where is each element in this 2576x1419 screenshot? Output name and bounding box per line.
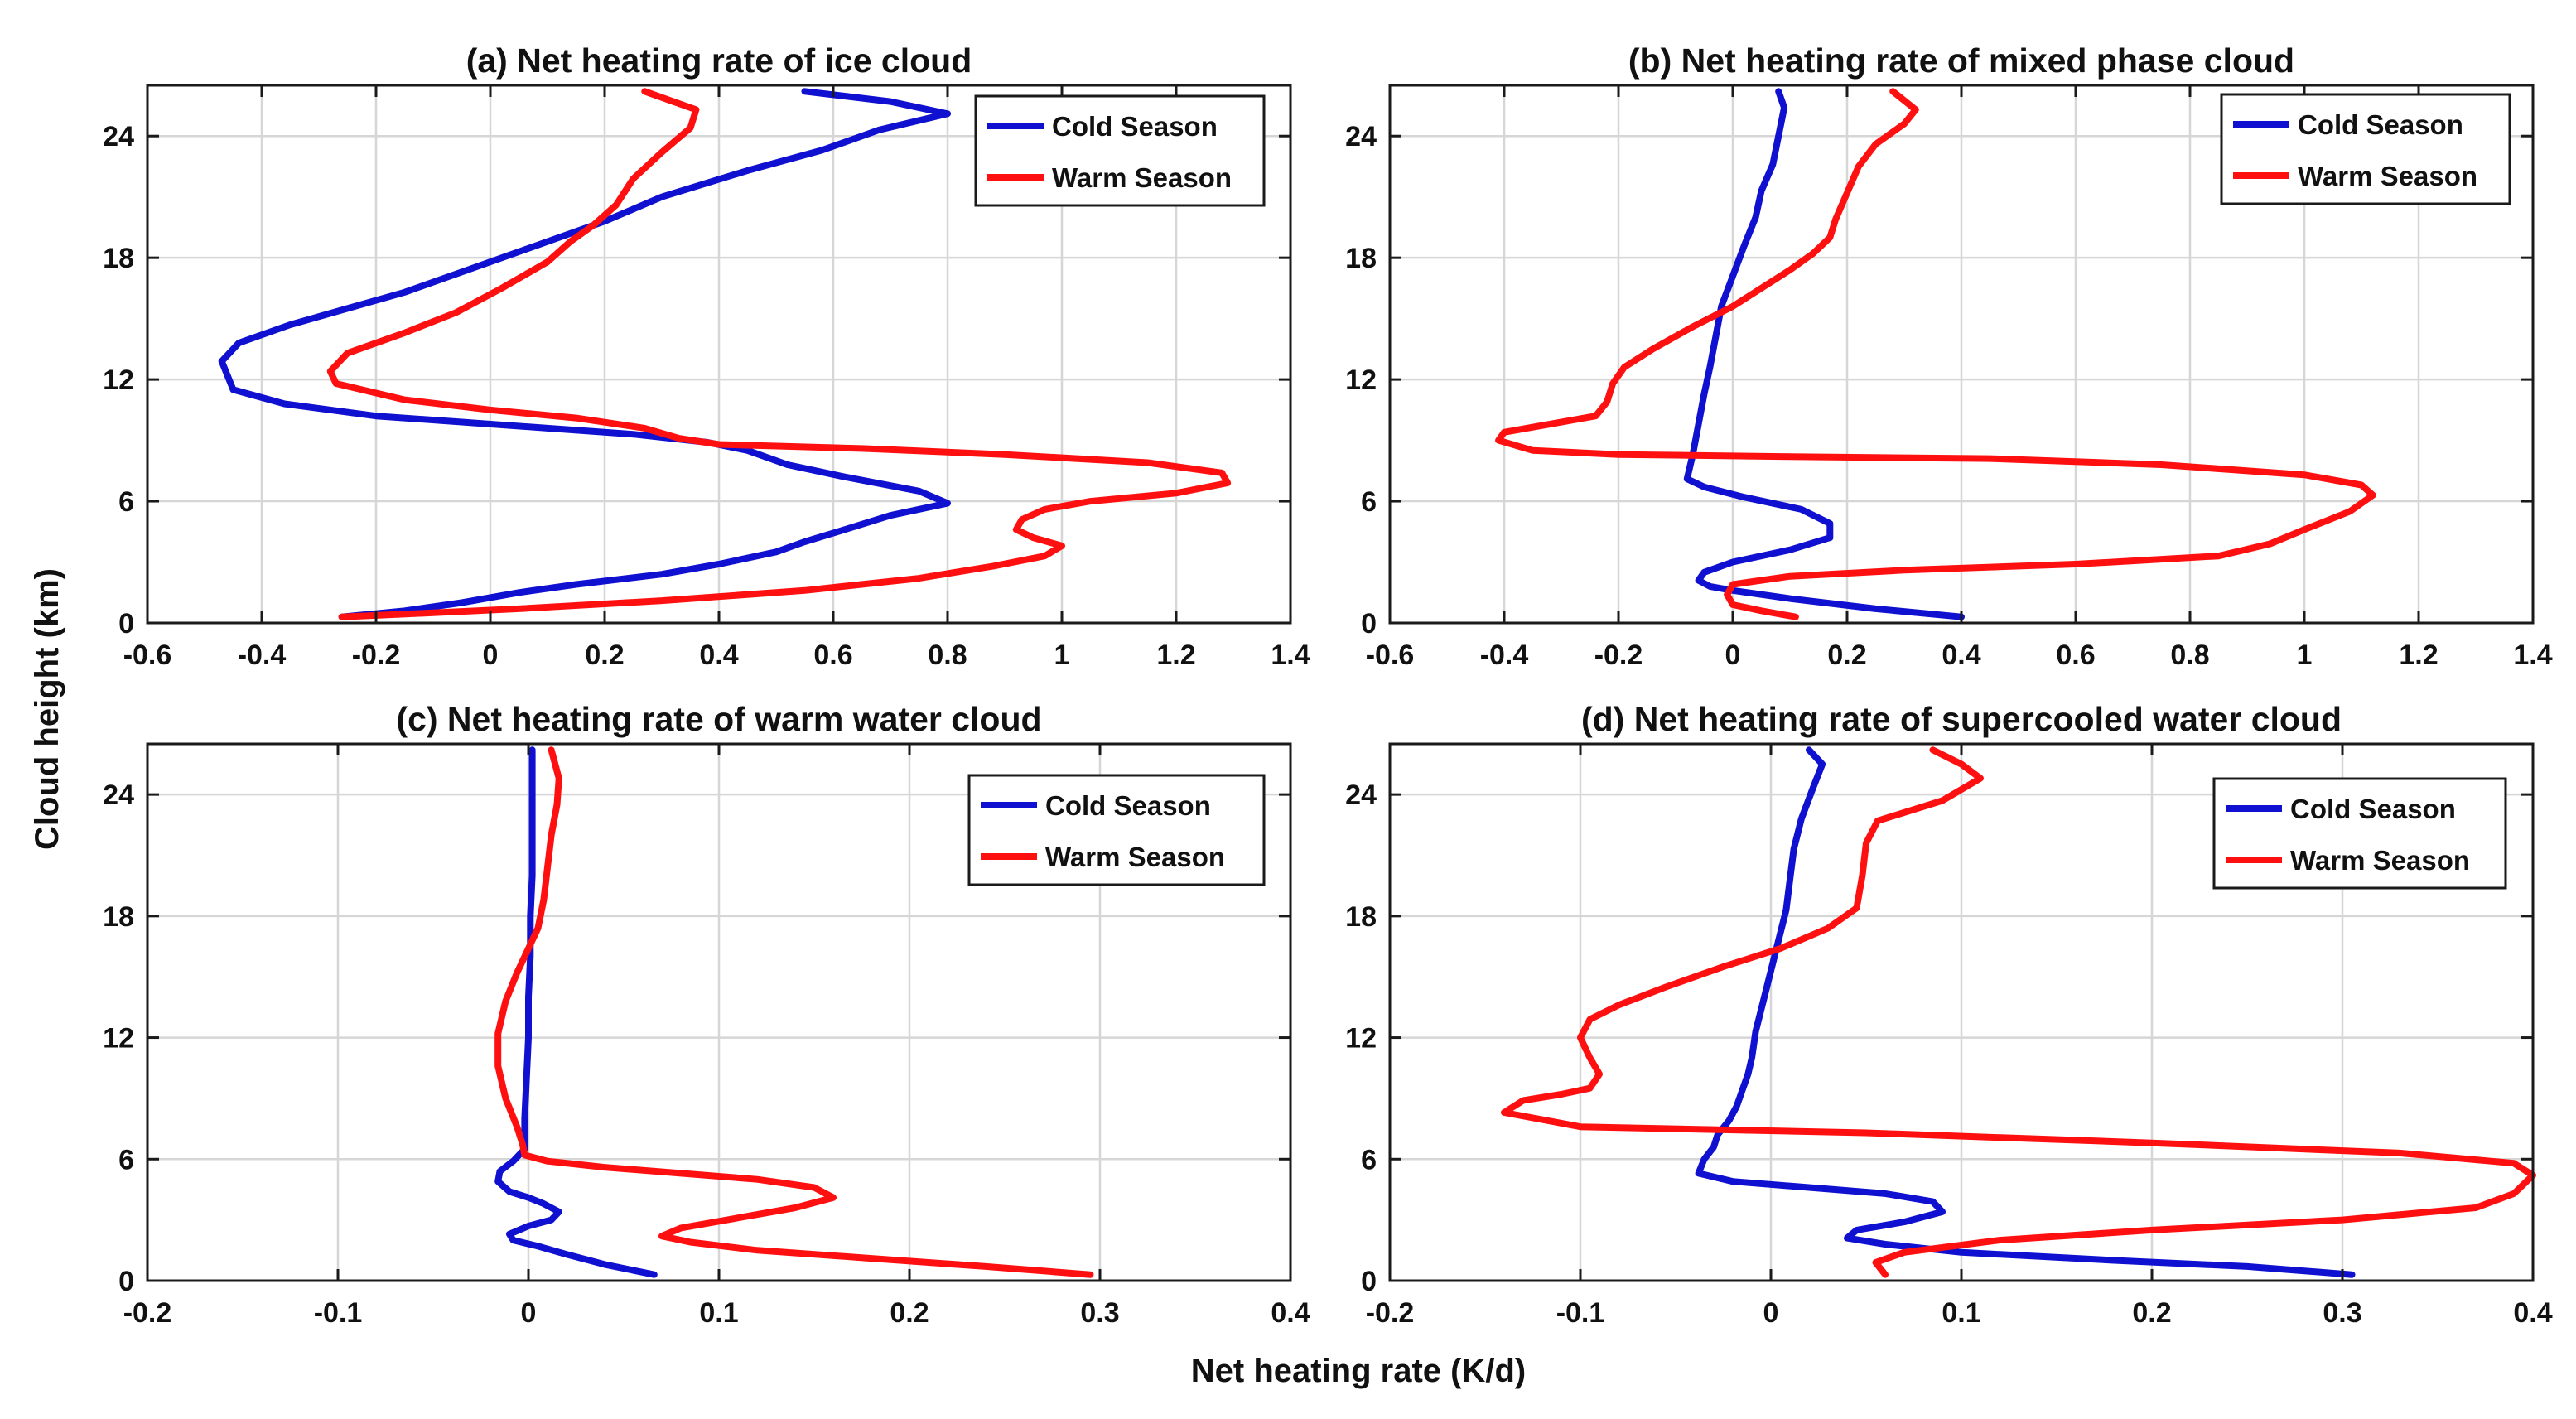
panel-b-xtick-label: 0.8 bbox=[2170, 640, 2209, 671]
panel-c-xtick-label: 0 bbox=[521, 1297, 537, 1329]
panel-c-ytick-label: 24 bbox=[103, 779, 134, 811]
panel-d-xtick-label: 0 bbox=[1763, 1297, 1779, 1329]
panel-b-ytick-label: 18 bbox=[1345, 243, 1377, 274]
panel-b-xtick-label: -0.6 bbox=[1366, 640, 1415, 671]
panel-d-xtick-label: 0.2 bbox=[2132, 1297, 2171, 1329]
panel-d-ytick-label: 6 bbox=[1361, 1144, 1377, 1175]
panel-b-xtick-label: -0.4 bbox=[1480, 640, 1529, 671]
panel-c-legend-warm-label: Warm Season bbox=[1045, 842, 1225, 872]
panel-c: -0.2 -0.1 0 0.1 0.2 0.3 0.4 0 6 12 18 24 (c) Net hea… bbox=[103, 700, 1310, 1329]
panel-d-title: (d) Net heating rate of supercooled wate… bbox=[1581, 700, 2342, 738]
shared-y-axis-label: Cloud height (km) bbox=[29, 568, 65, 850]
panel-a-xtick-label: -0.6 bbox=[123, 640, 172, 671]
panel-b-xtick-label: -0.2 bbox=[1594, 640, 1643, 671]
panel-b-xtick-label: 1.2 bbox=[2399, 640, 2438, 671]
panel-a: -0.6 -0.4 -0.2 0 0.2 0.4 0.6 0.8 1 1.2 1.4 0 6 12 18 24… bbox=[103, 41, 1310, 671]
panel-c-ytick-label: 6 bbox=[118, 1144, 134, 1175]
panel-b-ytick-label: 0 bbox=[1361, 608, 1377, 640]
panel-a-legend-box bbox=[974, 94, 1266, 207]
panel-b-xtick-label: 1.4 bbox=[2513, 640, 2552, 671]
panel-a-legend-warm-label: Warm Season bbox=[1052, 162, 1232, 193]
panel-b-xtick-label: 1 bbox=[2297, 640, 2313, 671]
panel-a-ytick-label: 12 bbox=[103, 364, 134, 396]
panel-a-xtick-label: 1.4 bbox=[1271, 640, 1310, 671]
panel-d-legend-cold-label: Cold Season bbox=[2290, 794, 2456, 824]
panel-a-ytick-label: 18 bbox=[103, 243, 134, 274]
panel-b-warm-season-line bbox=[1495, 88, 2376, 620]
panel-d-legend: Cold Season Warm Season bbox=[2212, 777, 2507, 890]
panel-d: -0.2 -0.1 0 0.1 0.2 0.3 0.4 0 6 12 18 24 (d) Net hea… bbox=[1345, 700, 2553, 1329]
panel-c-legend-box bbox=[967, 774, 1266, 886]
panel-a-xtick-label: 0 bbox=[483, 640, 499, 671]
panel-c-title: (c) Net heating rate of warm water cloud bbox=[396, 700, 1041, 738]
panel-b-title: (b) Net heating rate of mixed phase clou… bbox=[1628, 41, 2294, 80]
panel-c-xtick-label: 0.4 bbox=[1271, 1297, 1310, 1329]
panel-b-xtick-label: 0.4 bbox=[1942, 640, 1980, 671]
panel-b-legend: Cold Season Warm Season bbox=[2220, 93, 2511, 205]
panel-c-legend-cold-label: Cold Season bbox=[1045, 790, 1211, 821]
panel-d-xtick-label: -0.1 bbox=[1556, 1297, 1605, 1329]
panel-c-cold-season-line bbox=[494, 746, 658, 1278]
panel-a-legend: Cold Season Warm Season bbox=[974, 94, 1266, 207]
panel-b: -0.6 -0.4 -0.2 0 0.2 0.4 0.6 0.8 1 1.2 1.4 0 6 12 18 24… bbox=[1345, 41, 2553, 671]
panel-d-xtick-label: 0.4 bbox=[2513, 1297, 2552, 1329]
panel-d-ytick-label: 18 bbox=[1345, 901, 1377, 933]
panel-b-xtick-label: 0.2 bbox=[1827, 640, 1866, 671]
panel-a-ytick-label: 24 bbox=[103, 121, 134, 152]
panel-c-ytick-label: 18 bbox=[103, 901, 134, 933]
panel-a-xtick-label: 0.8 bbox=[928, 640, 967, 671]
panel-b-ytick-label: 12 bbox=[1345, 364, 1377, 396]
panel-d-xtick-label: -0.2 bbox=[1366, 1297, 1415, 1329]
panel-a-xtick-label: 1 bbox=[1054, 640, 1070, 671]
panel-c-xtick-label: -0.1 bbox=[314, 1297, 363, 1329]
panel-a-warm-season-line bbox=[326, 88, 1232, 620]
panel-c-xtick-label: 0.3 bbox=[1080, 1297, 1119, 1329]
panel-d-ytick-label: 24 bbox=[1345, 779, 1377, 811]
panel-a-xtick-label: -0.2 bbox=[352, 640, 401, 671]
shared-x-axis-label: Net heating rate (K/d) bbox=[1191, 1353, 1526, 1389]
panel-a-xtick-label: 0.2 bbox=[585, 640, 624, 671]
panel-c-xtick-label: 0.1 bbox=[699, 1297, 738, 1329]
panel-d-ytick-label: 0 bbox=[1361, 1266, 1377, 1297]
panel-a-title: (a) Net heating rate of ice cloud bbox=[466, 41, 972, 80]
panel-c-ytick-label: 12 bbox=[103, 1023, 134, 1055]
panel-d-legend-warm-label: Warm Season bbox=[2290, 845, 2470, 876]
panel-c-legend: Cold Season Warm Season bbox=[967, 774, 1266, 886]
panel-a-cold-season-line bbox=[218, 88, 951, 620]
panel-a-xtick-label: -0.4 bbox=[238, 640, 287, 671]
panel-d-xtick-label: 0.3 bbox=[2323, 1297, 2361, 1329]
panel-a-xtick-label: 0.6 bbox=[813, 640, 852, 671]
panel-a-legend-cold-label: Cold Season bbox=[1052, 111, 1218, 142]
panel-b-ytick-label: 24 bbox=[1345, 121, 1377, 152]
panel-c-xtick-label: 0.2 bbox=[890, 1297, 929, 1329]
panel-b-cold-season-line bbox=[1683, 88, 1965, 620]
panel-d-warm-season-line bbox=[1501, 746, 2536, 1278]
panel-d-ytick-label: 12 bbox=[1345, 1023, 1377, 1055]
panel-c-xtick-label: -0.2 bbox=[123, 1297, 172, 1329]
panel-b-ytick-label: 6 bbox=[1361, 486, 1377, 518]
panel-b-legend-cold-label: Cold Season bbox=[2298, 109, 2463, 140]
panel-c-warm-season-line bbox=[494, 746, 1094, 1278]
panel-d-xtick-label: 0.1 bbox=[1942, 1297, 1980, 1329]
panel-a-xtick-label: 1.2 bbox=[1156, 640, 1195, 671]
panel-a-ytick-label: 6 bbox=[118, 486, 134, 518]
panel-a-xtick-label: 0.4 bbox=[699, 640, 738, 671]
panel-c-ytick-label: 0 bbox=[118, 1266, 134, 1297]
panel-b-legend-warm-label: Warm Season bbox=[2298, 161, 2477, 191]
panel-d-legend-box bbox=[2212, 777, 2507, 890]
panel-a-ytick-label: 0 bbox=[118, 608, 134, 640]
panel-d-cold-season-line bbox=[1695, 746, 2356, 1278]
panel-b-xtick-label: 0 bbox=[1725, 640, 1741, 671]
panel-b-legend-box bbox=[2220, 93, 2511, 205]
panel-b-xtick-label: 0.6 bbox=[2056, 640, 2095, 671]
